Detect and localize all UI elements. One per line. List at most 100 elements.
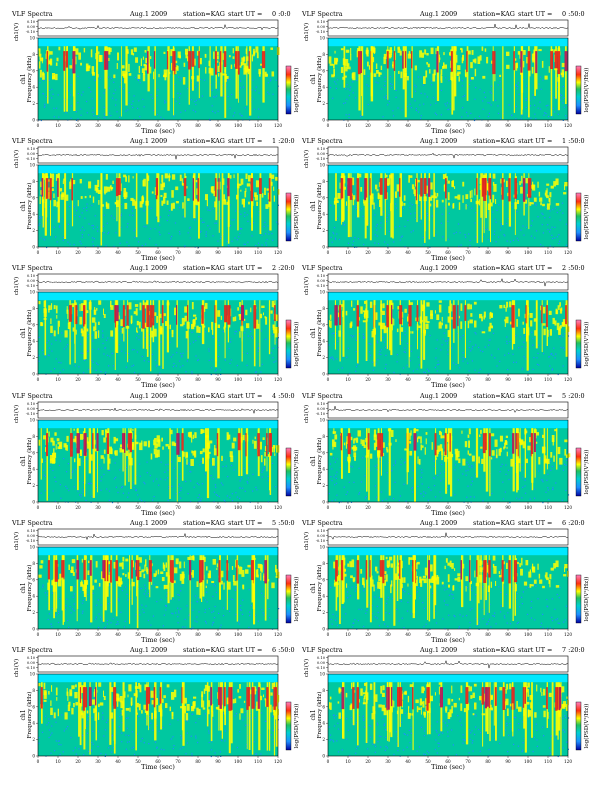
noise-speckle [504, 617, 505, 618]
noise-speckle [77, 102, 78, 103]
noise-speckle [359, 492, 360, 493]
emission-band [181, 576, 184, 584]
sferic-core [253, 305, 256, 328]
emission-band [353, 195, 356, 199]
emission-band [549, 192, 551, 197]
noise-speckle [250, 224, 251, 225]
noise-speckle [479, 116, 480, 117]
noise-speckle [336, 615, 337, 616]
noise-speckle [551, 617, 552, 618]
noise-speckle [152, 354, 153, 355]
noise-speckle [485, 97, 486, 98]
noise-speckle [480, 350, 481, 351]
noise-speckle [549, 217, 550, 218]
emission-band [91, 49, 93, 57]
emission-band [275, 327, 279, 333]
noise-speckle [517, 238, 518, 239]
noise-speckle [523, 235, 524, 236]
sferic-core [541, 305, 542, 323]
noise-speckle [198, 84, 199, 85]
emission-band [74, 458, 75, 462]
noise-speckle [534, 619, 535, 620]
sferic-core [63, 51, 65, 71]
noise-speckle [375, 616, 376, 617]
noise-speckle [109, 113, 110, 114]
wave-tick-label: -0.10 [26, 284, 36, 288]
noise-speckle [160, 478, 161, 479]
noise-speckle [138, 80, 139, 81]
emission-band [165, 585, 168, 589]
noise-speckle [189, 464, 190, 465]
noise-speckle [217, 241, 218, 242]
noise-speckle [377, 618, 378, 619]
emission-band [122, 557, 124, 562]
x-tick-label: 10 [55, 377, 61, 382]
noise-speckle [563, 622, 564, 623]
emission-band [333, 431, 337, 434]
sferic-column [536, 300, 538, 348]
noise-speckle [79, 481, 80, 482]
emission-band [519, 563, 521, 567]
noise-speckle [447, 589, 448, 590]
sferic-core [445, 178, 447, 198]
emission-band [451, 304, 452, 312]
noise-speckle [82, 611, 83, 612]
noise-speckle [77, 76, 78, 77]
noise-speckle [145, 590, 146, 591]
emission-band [538, 49, 541, 51]
noise-speckle [358, 620, 359, 621]
noise-speckle [526, 98, 527, 99]
noise-speckle [484, 92, 485, 93]
noise-speckle [347, 597, 348, 598]
emission-band [556, 203, 559, 206]
colorbar [576, 448, 581, 496]
panel-start-label: start UT = [518, 392, 552, 400]
emission-band [252, 440, 253, 444]
noise-speckle [138, 241, 139, 242]
noise-speckle [97, 231, 98, 232]
emission-band [80, 434, 83, 440]
emission-band [370, 454, 372, 459]
sferic-column [449, 300, 451, 370]
noise-speckle [156, 95, 157, 96]
x-tick-label: 110 [544, 123, 552, 128]
noise-speckle [275, 361, 276, 362]
noise-speckle [97, 246, 98, 247]
noise-speckle [59, 598, 60, 599]
noise-speckle [125, 586, 126, 587]
noise-speckle [263, 469, 264, 470]
noise-speckle [385, 81, 386, 82]
noise-speckle [511, 206, 512, 207]
x-tick-label: 120 [564, 632, 572, 637]
noise-speckle [101, 619, 102, 620]
noise-speckle [83, 372, 84, 373]
noise-speckle [165, 609, 166, 610]
emission-band [428, 64, 430, 67]
noise-speckle [451, 594, 452, 595]
noise-speckle [249, 210, 250, 211]
noise-speckle [543, 115, 544, 116]
sferic-core [366, 178, 368, 198]
panel-station: station=KAG [183, 10, 225, 18]
noise-speckle [196, 621, 197, 622]
noise-speckle [377, 224, 378, 225]
noise-speckle [59, 465, 60, 466]
emission-band [176, 65, 177, 70]
noise-speckle [241, 228, 242, 229]
noise-speckle [148, 593, 149, 594]
emission-band [391, 563, 393, 567]
noise-speckle [392, 110, 393, 111]
emission-band [475, 69, 476, 77]
noise-speckle [99, 613, 100, 614]
x-tick-label: 0 [37, 123, 40, 128]
noise-speckle [202, 483, 203, 484]
noise-speckle [218, 111, 219, 112]
noise-speckle [256, 489, 257, 490]
noise-speckle [552, 487, 553, 488]
emission-band [516, 319, 518, 327]
noise-speckle [118, 600, 119, 601]
noise-speckle [185, 481, 186, 482]
emission-band [468, 441, 470, 448]
